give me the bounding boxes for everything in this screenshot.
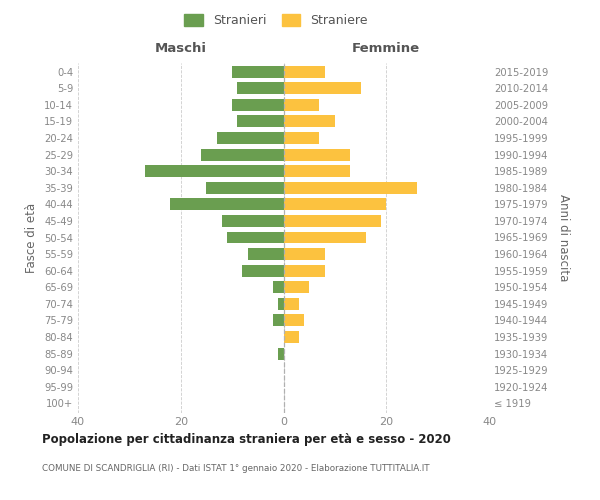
Bar — [170, 198, 284, 210]
Bar — [284, 215, 381, 227]
Bar — [284, 66, 325, 78]
Legend: Stranieri, Straniere: Stranieri, Straniere — [179, 8, 373, 32]
Bar — [145, 165, 284, 177]
Bar — [284, 99, 319, 111]
Bar — [278, 348, 284, 360]
Bar — [284, 331, 299, 343]
Bar — [206, 182, 284, 194]
Bar — [284, 148, 350, 160]
Y-axis label: Anni di nascita: Anni di nascita — [557, 194, 570, 281]
Bar — [237, 116, 284, 128]
Bar — [284, 232, 366, 243]
Bar — [242, 264, 284, 276]
Bar — [284, 198, 386, 210]
Bar — [284, 314, 304, 326]
Bar — [284, 132, 319, 144]
Bar — [284, 116, 335, 128]
Bar — [237, 82, 284, 94]
Text: COMUNE DI SCANDRIGLIA (RI) - Dati ISTAT 1° gennaio 2020 - Elaborazione TUTTITALI: COMUNE DI SCANDRIGLIA (RI) - Dati ISTAT … — [42, 464, 430, 473]
Bar — [278, 298, 284, 310]
Bar — [222, 215, 284, 227]
Text: Popolazione per cittadinanza straniera per età e sesso - 2020: Popolazione per cittadinanza straniera p… — [42, 432, 451, 446]
Bar — [284, 264, 325, 276]
Bar — [217, 132, 284, 144]
Bar — [227, 232, 284, 243]
Bar — [232, 66, 284, 78]
Bar — [202, 148, 284, 160]
Bar — [284, 165, 350, 177]
Text: Femmine: Femmine — [352, 42, 421, 55]
Bar — [284, 282, 309, 293]
Bar — [284, 82, 361, 94]
Bar — [248, 248, 284, 260]
Bar — [232, 99, 284, 111]
Bar — [273, 282, 284, 293]
Y-axis label: Fasce di età: Fasce di età — [25, 202, 38, 272]
Bar — [284, 182, 417, 194]
Bar — [284, 298, 299, 310]
Bar — [284, 248, 325, 260]
Bar — [273, 314, 284, 326]
Text: Maschi: Maschi — [155, 42, 207, 55]
